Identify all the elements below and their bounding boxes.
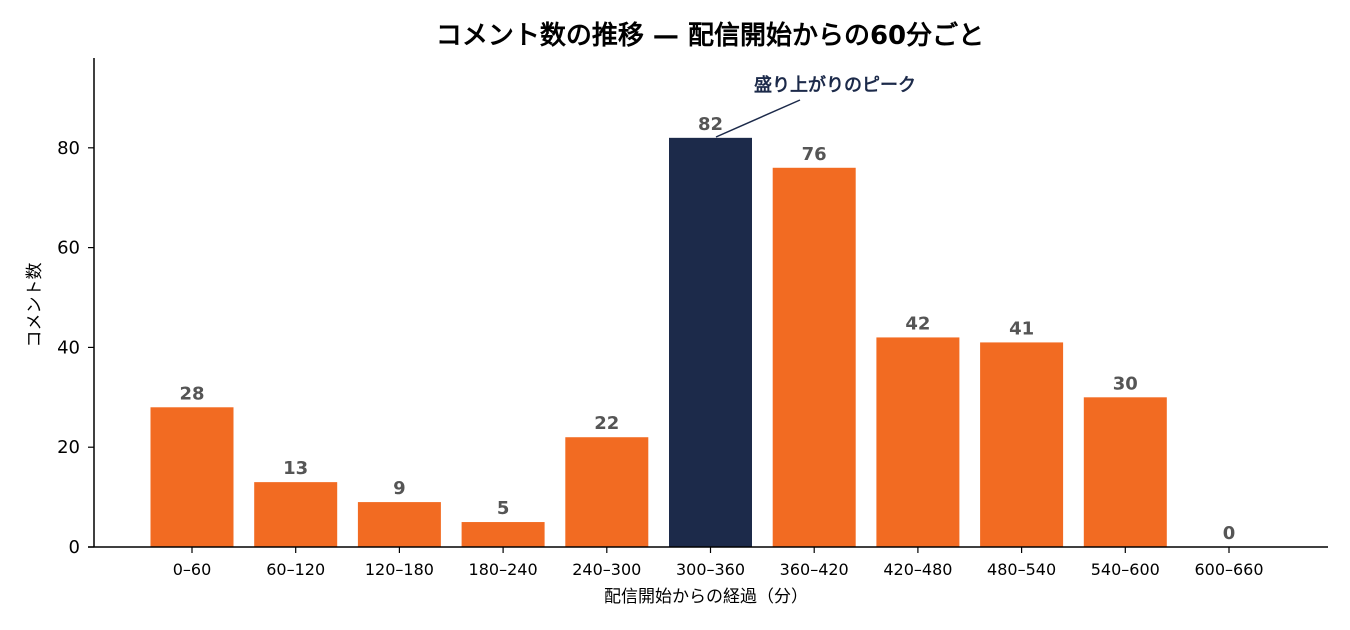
y-tick-label-20: 20 <box>57 437 80 458</box>
value-label-60–120: 13 <box>283 458 308 479</box>
value-label-360–420: 76 <box>802 144 827 165</box>
x-tick-label-480–540: 480–540 <box>987 560 1056 579</box>
x-tick-label-180–240: 180–240 <box>469 560 538 579</box>
y-tick-label-40: 40 <box>57 337 80 358</box>
x-tick-label-0–60: 0–60 <box>173 560 212 579</box>
bar-300–360 <box>669 137 752 547</box>
x-tick-label-120–180: 120–180 <box>365 560 434 579</box>
value-label-180–240: 5 <box>497 498 510 519</box>
x-tick-label-600–660: 600–660 <box>1194 560 1263 579</box>
x-tick-label-300–360: 300–360 <box>676 560 745 579</box>
annotation-label: 盛り上がりのピーク <box>754 74 916 96</box>
chart-title: コメント数の推移 — 配信開始からの60分ごと <box>436 20 984 51</box>
y-ticks-group: 0 20 40 60 80 <box>57 138 94 558</box>
value-label-120–180: 9 <box>393 478 406 499</box>
x-tick-label-420–480: 420–480 <box>883 560 952 579</box>
x-tick-label-360–420: 360–420 <box>780 560 849 579</box>
value-labels-group: 28 13 9 5 22 82 76 42 41 30 0 <box>179 114 1235 544</box>
y-axis-label: コメント数 <box>25 263 45 348</box>
bar-480–540 <box>980 342 1064 547</box>
bar-360–420 <box>772 167 856 547</box>
x-tick-label-240–300: 240–300 <box>572 560 641 579</box>
value-label-0–60: 28 <box>179 383 204 404</box>
y-tick-label-60: 60 <box>57 238 80 259</box>
bar-540–600 <box>1083 397 1167 547</box>
bar-60–120 <box>254 482 338 547</box>
value-label-300–360: 82 <box>698 114 723 135</box>
annotation-arrow <box>715 99 801 138</box>
bar-420–480 <box>876 337 960 547</box>
bar-240–300 <box>565 437 649 547</box>
x-tick-label-60–120: 60–120 <box>266 560 325 579</box>
bars-group <box>150 137 1167 547</box>
x-tick-label-540–600: 540–600 <box>1091 560 1160 579</box>
x-axis-label: 配信開始からの経過（分） <box>604 587 808 607</box>
value-label-600–660: 0 <box>1223 523 1236 544</box>
y-tick-label-80: 80 <box>57 138 80 159</box>
value-label-420–480: 42 <box>905 313 930 334</box>
value-label-480–540: 41 <box>1009 318 1034 339</box>
value-label-240–300: 22 <box>594 413 619 434</box>
y-tick-label-0: 0 <box>69 537 80 558</box>
bar-120–180 <box>357 502 441 547</box>
value-label-540–600: 30 <box>1113 373 1138 394</box>
bar-180–240 <box>461 522 545 547</box>
x-ticks-group: 0–60 60–120 120–180 180–240 240–300 300–360 36… <box>173 547 1264 579</box>
bar-0–60 <box>150 407 234 547</box>
